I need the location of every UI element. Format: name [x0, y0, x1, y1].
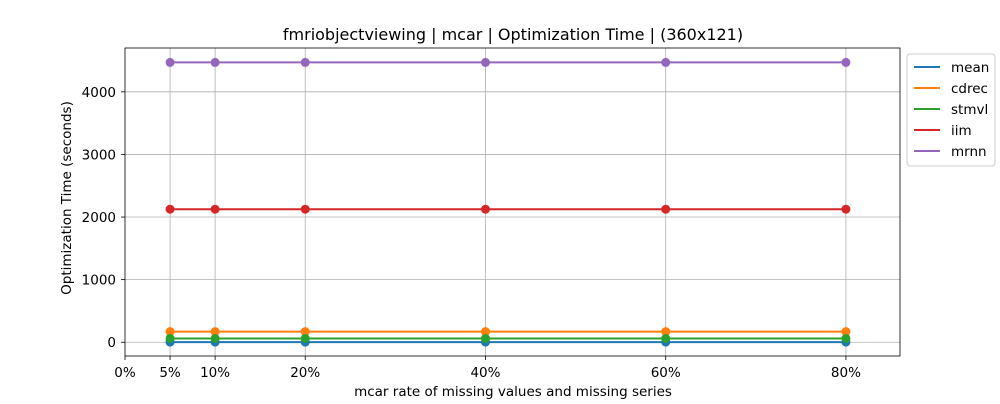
data-point-mrnn [300, 57, 310, 67]
y-axis-label: Optimization Time (seconds) [59, 101, 75, 295]
legend-label-iim: iim [951, 123, 972, 139]
legend-label-mean: mean [951, 60, 989, 76]
y-tick-label: 0 [107, 335, 116, 351]
data-point-cdrec [841, 327, 851, 337]
data-point-iim [480, 204, 490, 214]
data-point-stmvl [165, 333, 175, 343]
data-point-cdrec [300, 327, 310, 337]
data-point-cdrec [480, 327, 490, 337]
data-point-mrnn [480, 57, 490, 67]
data-point-stmvl [841, 333, 851, 343]
series-group [165, 57, 851, 347]
legend-label-stmvl: stmvl [951, 102, 988, 118]
x-tick-label: 20% [290, 365, 320, 381]
y-tick-label: 3000 [82, 147, 116, 163]
data-point-cdrec [210, 327, 220, 337]
data-point-iim [661, 204, 671, 214]
axes: 0% 5% 10% 20% 40% 60% 80% 0 1000 2000 3000 4000 [82, 47, 901, 381]
data-point-mrnn [841, 57, 851, 67]
x-tick-label: 60% [651, 365, 681, 381]
x-axis-label: mcar rate of missing values and missing … [354, 384, 672, 400]
data-point-stmvl [210, 333, 220, 343]
data-point-stmvl [300, 333, 310, 343]
data-point-stmvl [480, 333, 490, 343]
data-point-cdrec [661, 327, 671, 337]
x-tick-label: 40% [470, 365, 500, 381]
x-tick-label: 80% [831, 365, 861, 381]
x-tick-label: 5% [159, 365, 181, 381]
chart-title: fmriobjectviewing | mcar | Optimization … [283, 25, 743, 44]
data-point-mrnn [165, 57, 175, 67]
legend-box [906, 53, 996, 167]
y-tick-label: 4000 [82, 85, 116, 101]
y-tick-label: 1000 [82, 273, 116, 289]
data-point-iim [165, 204, 175, 214]
data-point-stmvl [661, 333, 671, 343]
x-tick-label: 0% [114, 365, 136, 381]
x-tick-label: 10% [200, 365, 230, 381]
data-point-mrnn [661, 57, 671, 67]
legend: mean cdrec stmvl iim mrnn [906, 53, 996, 167]
data-point-iim [841, 204, 851, 214]
data-point-iim [300, 204, 310, 214]
plot-frame [124, 47, 901, 357]
data-point-mrnn [210, 57, 220, 67]
data-point-cdrec [165, 327, 175, 337]
legend-label-mrnn: mrnn [951, 144, 987, 160]
y-tick-label: 2000 [82, 210, 116, 226]
data-point-iim [210, 204, 220, 214]
legend-label-cdrec: cdrec [951, 81, 988, 97]
grid [125, 48, 900, 356]
